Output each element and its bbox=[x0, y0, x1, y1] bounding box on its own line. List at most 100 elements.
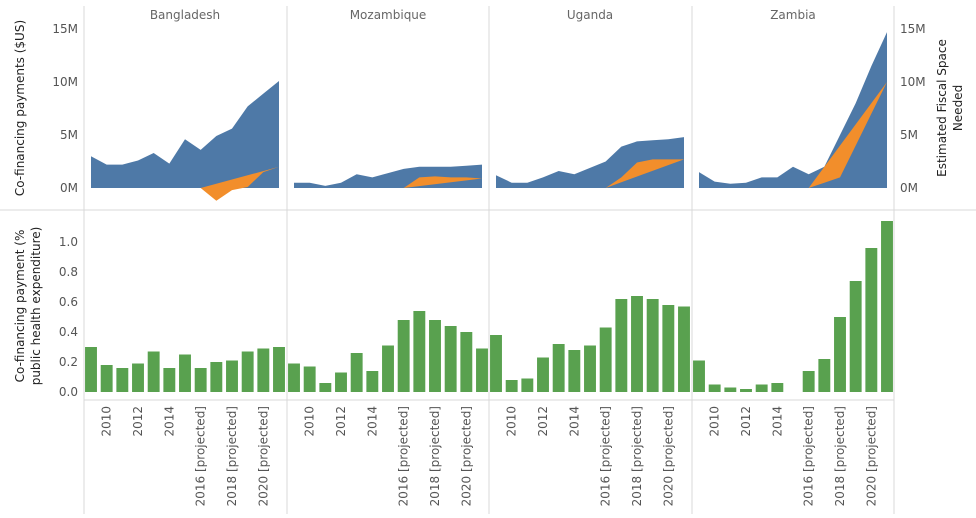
cofinancing-area bbox=[699, 32, 887, 189]
x-tick-label: 2016 [projected] bbox=[397, 406, 411, 506]
bar bbox=[771, 383, 784, 392]
bar bbox=[335, 372, 347, 392]
bar bbox=[226, 360, 238, 392]
top-y-tick-label: 5M bbox=[60, 128, 78, 142]
x-tick-label: 2018 [projected] bbox=[428, 406, 442, 506]
x-tick-label: 2018 [projected] bbox=[225, 406, 239, 506]
bar bbox=[179, 354, 191, 392]
fiscal-space-area bbox=[403, 176, 482, 188]
country-title: Bangladesh bbox=[150, 8, 220, 22]
x-tick-label: 2012 bbox=[536, 406, 550, 437]
bar bbox=[85, 347, 97, 392]
x-tick-label: 2020 [projected] bbox=[661, 406, 675, 506]
bar bbox=[116, 368, 129, 392]
bottom-y-tick-label: 1.0 bbox=[59, 235, 78, 249]
x-tick-label: 2010 bbox=[708, 406, 722, 437]
bottom-y-tick-label: 0.8 bbox=[59, 265, 78, 279]
right-y-tick-label: 15M bbox=[900, 22, 926, 36]
bar bbox=[288, 363, 300, 392]
x-tick-label: 2018 [projected] bbox=[833, 406, 847, 506]
right-y-tick-label: 10M bbox=[900, 75, 926, 89]
bar bbox=[678, 306, 690, 392]
right-y-tick-label: 0M bbox=[900, 181, 918, 195]
bar bbox=[132, 363, 144, 392]
bar bbox=[834, 317, 846, 392]
bar bbox=[818, 359, 831, 392]
bottom-y-axis-title: public health expenditure) bbox=[29, 227, 43, 386]
bar bbox=[865, 248, 878, 392]
fiscal-space-area bbox=[808, 82, 887, 188]
bar bbox=[210, 362, 223, 392]
cofinancing-area bbox=[294, 164, 482, 188]
bar bbox=[476, 348, 488, 392]
bar bbox=[273, 347, 285, 392]
bar bbox=[460, 332, 473, 392]
x-tick-label: 2014 bbox=[162, 406, 176, 437]
bar bbox=[802, 371, 815, 392]
fiscal-space-area bbox=[605, 159, 684, 188]
bar bbox=[662, 305, 675, 392]
x-tick-label: 2014 bbox=[365, 406, 379, 437]
x-tick-label: 2010 bbox=[303, 406, 317, 437]
bottom-y-axis-title: Co-financing payment (% bbox=[13, 230, 27, 383]
bottom-y-tick-label: 0.0 bbox=[59, 385, 78, 399]
country-title: Uganda bbox=[567, 8, 613, 22]
bar bbox=[521, 378, 534, 392]
bar bbox=[631, 296, 643, 392]
right-y-axis-title: Needed bbox=[951, 85, 965, 131]
country-title: Zambia bbox=[770, 8, 816, 22]
bar bbox=[646, 299, 659, 392]
bar bbox=[740, 389, 752, 392]
bar bbox=[241, 351, 254, 392]
x-tick-label: 2020 [projected] bbox=[864, 406, 878, 506]
x-tick-label: 2010 bbox=[100, 406, 114, 437]
top-y-tick-label: 10M bbox=[52, 75, 78, 89]
bar bbox=[755, 384, 768, 392]
bar bbox=[100, 365, 113, 392]
bar bbox=[490, 335, 502, 392]
fiscal-space-area bbox=[200, 166, 279, 201]
x-tick-label: 2012 bbox=[334, 406, 348, 437]
x-tick-label: 2016 [projected] bbox=[802, 406, 816, 506]
bar bbox=[303, 366, 316, 392]
bottom-y-tick-label: 0.6 bbox=[59, 295, 78, 309]
bar bbox=[568, 350, 581, 392]
bar bbox=[505, 380, 518, 392]
top-y-tick-label: 0M bbox=[60, 181, 78, 195]
x-tick-label: 2014 bbox=[567, 406, 581, 437]
bar bbox=[350, 353, 363, 392]
bottom-y-tick-label: 0.2 bbox=[59, 355, 78, 369]
bar bbox=[147, 351, 160, 392]
x-tick-label: 2018 [projected] bbox=[630, 406, 644, 506]
top-y-axis-title: Co-financing payments ($US) bbox=[13, 20, 27, 196]
bar bbox=[194, 368, 207, 392]
bar bbox=[366, 371, 379, 392]
x-tick-label: 2012 bbox=[131, 406, 145, 437]
bar bbox=[552, 344, 565, 392]
bar bbox=[444, 326, 457, 392]
x-tick-label: 2016 [projected] bbox=[599, 406, 613, 506]
bar bbox=[319, 383, 332, 392]
country-title: Mozambique bbox=[350, 8, 427, 22]
bar bbox=[397, 320, 410, 392]
x-tick-label: 2014 bbox=[770, 406, 784, 437]
bar bbox=[163, 368, 176, 392]
x-tick-label: 2016 [projected] bbox=[194, 406, 208, 506]
x-tick-label: 2012 bbox=[739, 406, 753, 437]
bar bbox=[257, 348, 270, 392]
cofinancing-area bbox=[91, 80, 279, 188]
bar bbox=[708, 384, 721, 392]
top-y-tick-label: 15M bbox=[52, 22, 78, 36]
bar bbox=[615, 299, 628, 392]
bar bbox=[599, 327, 612, 392]
x-tick-label: 2020 [projected] bbox=[256, 406, 270, 506]
bar bbox=[724, 387, 737, 392]
bottom-y-tick-label: 0.4 bbox=[59, 325, 78, 339]
bar bbox=[382, 345, 394, 392]
bar bbox=[693, 360, 705, 392]
right-y-axis-title: Estimated Fiscal Space bbox=[935, 39, 949, 177]
bar bbox=[881, 221, 893, 392]
bar bbox=[537, 357, 549, 392]
